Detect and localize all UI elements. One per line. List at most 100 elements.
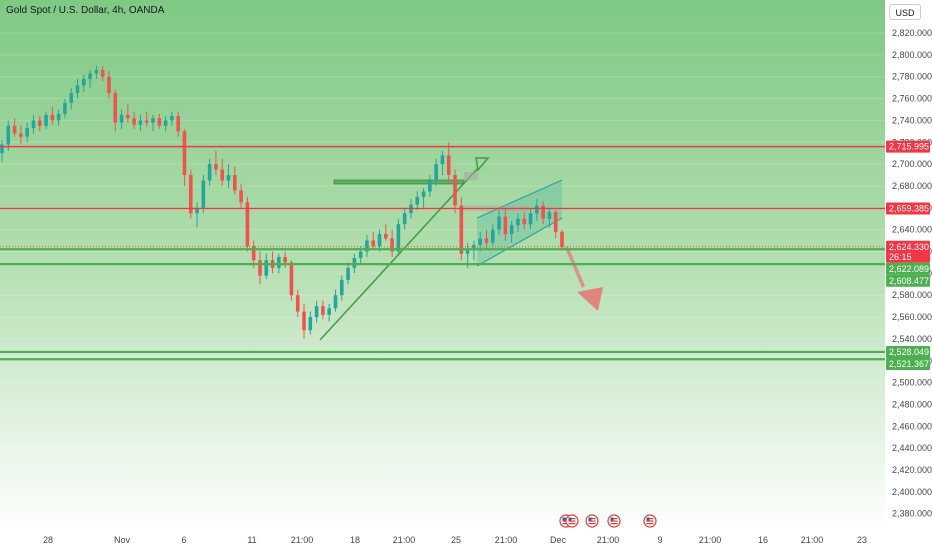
x-tick-label: 16 bbox=[758, 535, 768, 545]
candle bbox=[220, 158, 225, 186]
candle bbox=[289, 260, 294, 301]
candle bbox=[547, 207, 552, 228]
candle bbox=[365, 235, 369, 257]
y-tick-label: 2,780.000 bbox=[892, 72, 932, 82]
channel-lower bbox=[476, 217, 563, 267]
price-levels bbox=[0, 145, 885, 361]
candle bbox=[528, 207, 533, 230]
y-tick-label: 2,700.000 bbox=[892, 159, 932, 169]
y-tick-label: 2,640.000 bbox=[892, 225, 932, 235]
economic-events[interactable] bbox=[559, 514, 657, 528]
us-flag-icon[interactable] bbox=[585, 514, 599, 528]
candle bbox=[176, 111, 180, 137]
us-flag-icon[interactable] bbox=[607, 514, 621, 528]
candle bbox=[421, 188, 426, 208]
candle bbox=[346, 262, 350, 285]
candle bbox=[233, 166, 237, 195]
candle bbox=[132, 111, 136, 130]
candle bbox=[264, 253, 269, 279]
trend-line bbox=[319, 167, 479, 341]
x-tick-label: 21:00 bbox=[495, 535, 518, 545]
candle bbox=[94, 65, 99, 79]
x-tick-label: 21:00 bbox=[393, 535, 416, 545]
candle bbox=[541, 201, 545, 225]
candle bbox=[56, 109, 61, 126]
candle bbox=[12, 118, 17, 137]
time-axis-background bbox=[0, 530, 885, 550]
candle bbox=[440, 150, 445, 176]
candle bbox=[144, 111, 149, 127]
candle bbox=[522, 212, 527, 230]
price-tag-label: 2,659.385 bbox=[889, 203, 929, 213]
candle bbox=[50, 107, 55, 125]
candle bbox=[396, 218, 401, 254]
candle bbox=[31, 114, 36, 134]
candle bbox=[69, 87, 74, 110]
candle bbox=[339, 275, 344, 301]
candle bbox=[402, 207, 407, 230]
countdown-label: 26:15 bbox=[889, 252, 912, 262]
candle bbox=[201, 175, 206, 214]
candle bbox=[163, 116, 168, 132]
candle bbox=[308, 311, 313, 335]
us-flag-icon[interactable] bbox=[565, 514, 579, 528]
candle bbox=[497, 209, 501, 236]
candle bbox=[333, 289, 338, 312]
price-level-tag: 2,528.049 bbox=[886, 345, 930, 358]
candle bbox=[226, 164, 231, 189]
price-tag-label: 2,521.367 bbox=[889, 359, 929, 369]
price-tag-label: 2,608.477 bbox=[889, 276, 929, 286]
us-flag-icon[interactable] bbox=[643, 514, 657, 528]
candle bbox=[119, 109, 124, 130]
bearish-arrow-head bbox=[577, 287, 603, 311]
x-tick-label: 21:00 bbox=[291, 535, 314, 545]
price-tag-label: 2,715.995 bbox=[889, 142, 929, 152]
x-tick-label: 25 bbox=[451, 535, 461, 545]
currency-button[interactable]: USD bbox=[889, 4, 921, 20]
y-tick-label: 2,740.000 bbox=[892, 115, 932, 125]
y-tick-label: 2,380.000 bbox=[892, 509, 932, 519]
x-tick-label: 6 bbox=[181, 535, 186, 545]
x-tick-label: 28 bbox=[43, 535, 53, 545]
candle bbox=[434, 158, 438, 186]
x-tick-label: Dec bbox=[550, 535, 567, 545]
candle bbox=[459, 196, 464, 261]
x-tick-label: 23 bbox=[857, 535, 867, 545]
price-level-tag: 2,608.477 bbox=[886, 274, 930, 287]
candle bbox=[415, 191, 420, 210]
candle bbox=[6, 120, 11, 151]
candle bbox=[327, 303, 331, 322]
x-tick-label: 18 bbox=[350, 535, 360, 545]
candle bbox=[37, 116, 42, 132]
y-tick-label: 2,500.000 bbox=[892, 378, 932, 388]
time-axis[interactable]: 28 Nov 6 11 21:00 18 21:00 25 21:00 Dec 21:00 9 21:0… bbox=[43, 535, 867, 545]
candle bbox=[390, 229, 394, 257]
candle bbox=[157, 113, 162, 130]
candle bbox=[188, 169, 193, 219]
candle bbox=[453, 169, 457, 214]
price-tag-label: 2,624.330 bbox=[889, 242, 929, 252]
symbol-title: Gold Spot / U.S. Dollar, 4h, OANDA bbox=[6, 5, 165, 16]
y-tick-label: 2,480.000 bbox=[892, 399, 932, 409]
x-tick-label: 21:00 bbox=[597, 535, 620, 545]
y-tick-label: 2,580.000 bbox=[892, 290, 932, 300]
grey-marker bbox=[464, 172, 478, 180]
candle bbox=[490, 224, 495, 247]
x-tick-label: 21:00 bbox=[699, 535, 722, 545]
price-level-tag: 2,715.995 bbox=[886, 140, 930, 153]
candle bbox=[560, 229, 564, 250]
candle bbox=[535, 199, 539, 221]
y-tick-label: 2,460.000 bbox=[892, 421, 932, 431]
y-tick-label: 2,540.000 bbox=[892, 334, 932, 344]
candle bbox=[138, 114, 143, 132]
candle bbox=[258, 251, 262, 285]
candle bbox=[207, 158, 212, 186]
candle bbox=[239, 183, 243, 208]
x-tick-label: 21:00 bbox=[801, 535, 824, 545]
candle bbox=[63, 98, 67, 119]
candle bbox=[314, 300, 319, 323]
price-tags: 2,715.9952,659.3852,624.33026:152,622.08… bbox=[886, 140, 930, 370]
candle bbox=[100, 65, 105, 82]
